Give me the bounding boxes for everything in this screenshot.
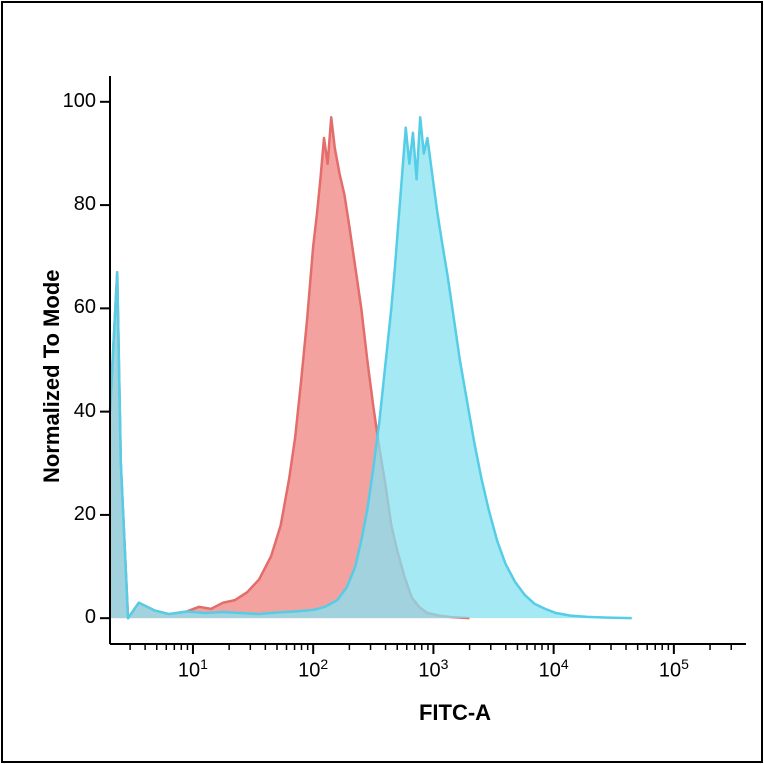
y-tick-label: 80 <box>52 193 96 216</box>
y-tick-label: 0 <box>52 606 96 629</box>
x-tick-label: 104 <box>529 656 579 683</box>
histogram-fill-sample <box>110 117 632 618</box>
x-axis-label: FITC-A <box>330 700 580 726</box>
x-tick-label: 103 <box>408 656 458 683</box>
x-tick-label: 102 <box>288 656 338 683</box>
x-tick-label: 105 <box>649 656 699 683</box>
x-tick-label: 101 <box>168 656 218 683</box>
y-tick-label: 40 <box>52 400 96 423</box>
y-axis-label: Normalized To Mode <box>39 243 65 483</box>
y-tick-label: 100 <box>52 90 96 113</box>
plot-area <box>110 76 746 644</box>
y-tick-label: 20 <box>52 503 96 526</box>
plot-svg <box>110 76 746 644</box>
chart-container: Normalized To Mode FITC-A 0 20 40 60 80 100 10… <box>0 0 764 764</box>
y-tick-label: 60 <box>52 296 96 319</box>
